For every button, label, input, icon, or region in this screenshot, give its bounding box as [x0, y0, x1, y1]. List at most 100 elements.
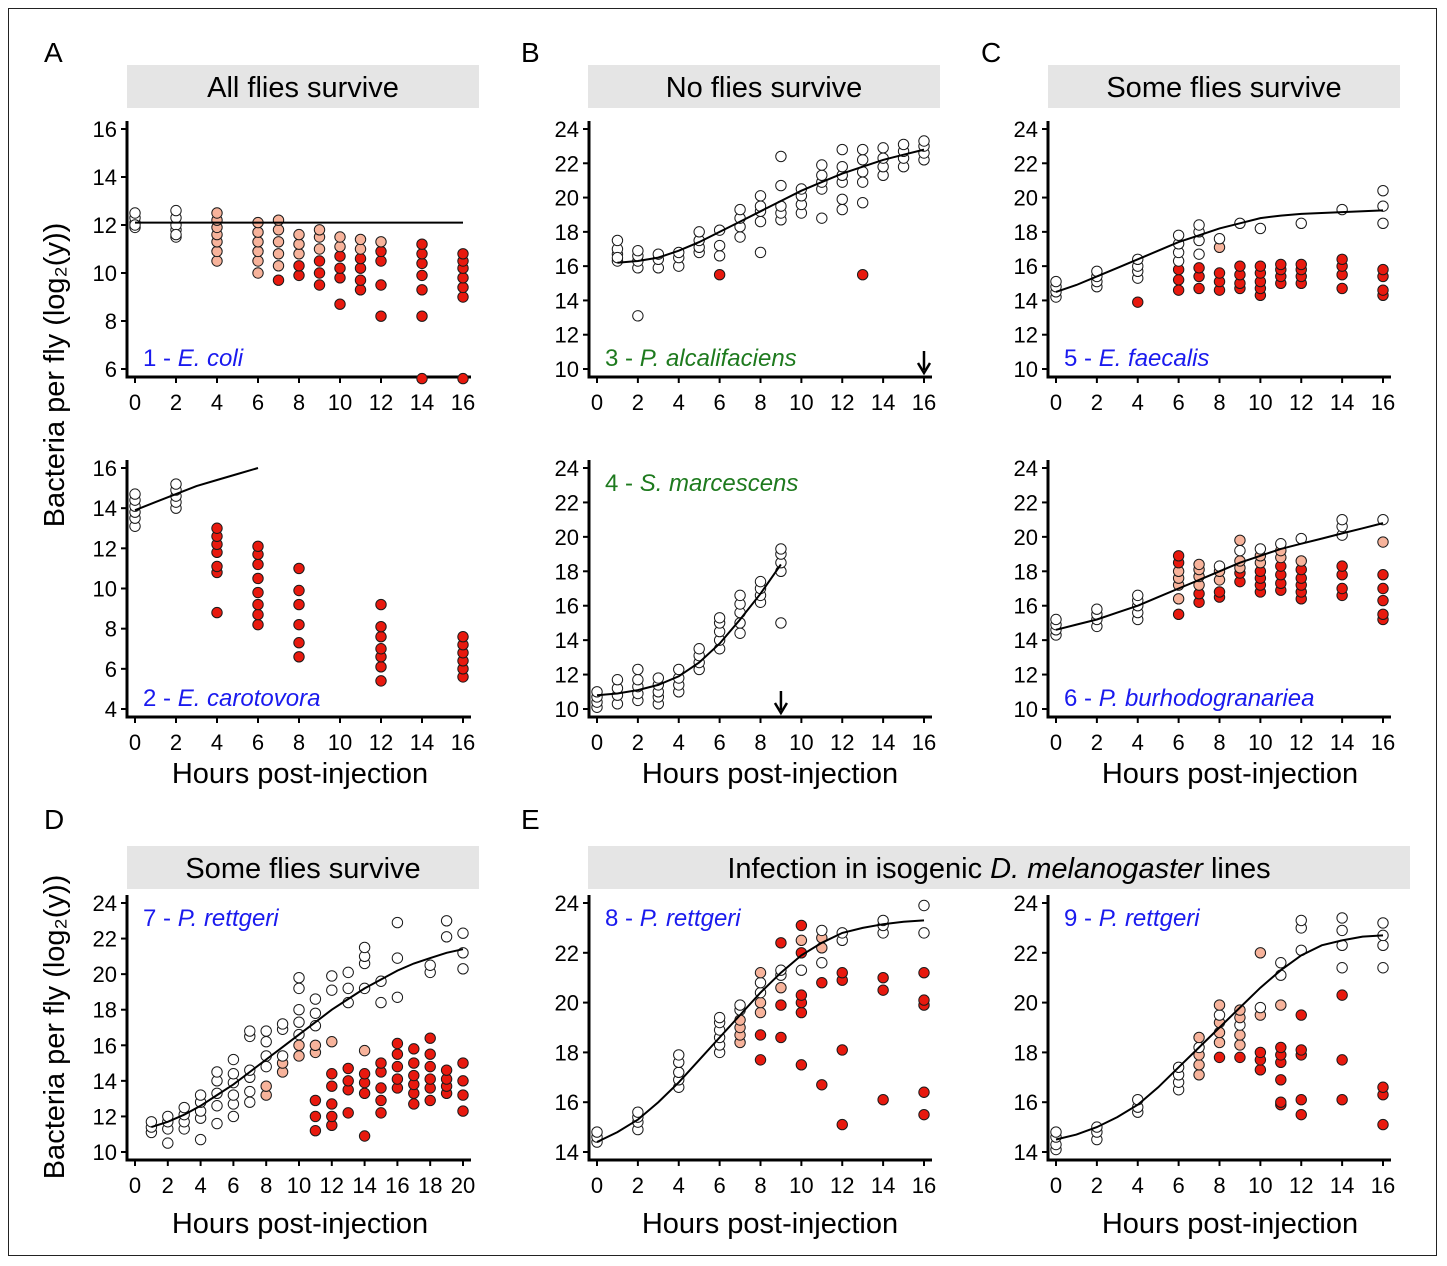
data-point [260, 1036, 272, 1048]
y-tick-label: 24 [93, 891, 117, 916]
data-point [918, 1086, 930, 1098]
data-point [293, 1050, 305, 1062]
x-tick-label: 16 [451, 390, 475, 415]
species-label: 2 - E. carotovora [143, 685, 320, 712]
x-tick-label: 0 [129, 390, 141, 415]
data-point [211, 560, 223, 573]
data-point [334, 231, 346, 243]
data-point [272, 214, 285, 226]
data-point [918, 994, 930, 1006]
data-point [1336, 1094, 1348, 1106]
x-axis-title: Hours post-injection [1102, 1208, 1358, 1240]
x-tick-label: 2 [170, 390, 182, 415]
data-point [754, 1029, 767, 1041]
data-point [457, 963, 469, 975]
data-point [424, 1060, 436, 1073]
data-point [1132, 589, 1144, 602]
panel-letter-C: C [981, 37, 1001, 68]
x-tick-label: 16 [912, 730, 936, 755]
data-point [457, 281, 469, 294]
data-point [918, 927, 930, 939]
data-point [375, 598, 387, 611]
data-point [1193, 248, 1205, 260]
x-tick-label: 16 [451, 730, 475, 755]
y-tick-label: 16 [93, 117, 117, 142]
data-point [334, 262, 346, 274]
data-point [693, 643, 705, 655]
data-point [194, 1089, 207, 1101]
strip-header [1048, 65, 1400, 108]
y-tick-label: 16 [555, 594, 579, 619]
y-tick-label: 12 [1014, 323, 1038, 348]
data-point [713, 612, 726, 624]
data-point [272, 236, 285, 248]
data-point [416, 284, 428, 296]
data-point [457, 272, 469, 284]
data-point [1254, 1001, 1267, 1014]
data-point [354, 233, 367, 246]
data-point [877, 984, 889, 996]
y-tick-label: 8 [105, 617, 117, 642]
data-point [836, 1044, 848, 1056]
strip-title: Some flies survive [1106, 72, 1341, 104]
data-point [391, 1037, 404, 1050]
data-point [1336, 253, 1348, 265]
data-point [1377, 962, 1389, 974]
y-tick-label: 14 [1014, 288, 1038, 313]
data-point [334, 240, 346, 253]
data-point [227, 1053, 240, 1066]
data-point [836, 1118, 848, 1131]
data-point [816, 1079, 828, 1091]
data-point [293, 637, 305, 649]
data-point [1132, 296, 1144, 308]
data-point [342, 982, 354, 995]
x-tick-label: 2 [632, 730, 644, 755]
data-point [1050, 613, 1062, 626]
x-tick-label: 14 [410, 730, 434, 755]
y-tick-label: 16 [555, 254, 579, 279]
data-point [1336, 924, 1348, 937]
data-point [391, 1048, 404, 1060]
data-point [1132, 1094, 1144, 1106]
data-point [734, 203, 746, 216]
x-tick-label: 16 [912, 1173, 936, 1198]
panel-letter-E: E [521, 804, 540, 835]
y-tick-label: 14 [93, 496, 117, 521]
x-tick-label: 2 [170, 730, 182, 755]
x-tick-label: 6 [714, 390, 726, 415]
x-tick-label: 16 [1371, 730, 1395, 755]
x-tick-label: 10 [1248, 390, 1272, 415]
data-point [1336, 513, 1348, 526]
species-label: 3 - P. alcalifaciens [605, 345, 797, 372]
data-point [416, 310, 428, 322]
data-point [391, 1073, 404, 1085]
data-point [375, 631, 387, 643]
x-tick-label: 6 [1173, 730, 1185, 755]
y-tick-label: 16 [1014, 594, 1038, 619]
x-tick-label: 10 [1248, 730, 1272, 755]
fit-curve [596, 919, 925, 1143]
data-point [293, 584, 305, 597]
data-point [375, 675, 387, 687]
y-tick-label: 12 [1014, 663, 1038, 688]
x-tick-label: 6 [1173, 390, 1185, 415]
data-point [293, 248, 305, 260]
x-tick-label: 4 [211, 730, 223, 755]
data-point [1213, 267, 1226, 279]
data-point [734, 627, 746, 639]
data-point [1377, 284, 1389, 296]
data-point [632, 245, 644, 257]
data-point [1295, 555, 1307, 567]
y-tick-label: 24 [1014, 456, 1038, 481]
data-point [1336, 989, 1348, 1001]
data-point [918, 1108, 930, 1121]
data-point [293, 238, 305, 250]
y-tick-label: 6 [105, 657, 117, 682]
y-tick-label: 20 [555, 525, 579, 550]
data-point [309, 1110, 322, 1123]
y-tick-label: 24 [555, 456, 579, 481]
data-point [293, 228, 305, 241]
y-tick-label: 16 [93, 456, 117, 481]
strip-header [127, 846, 479, 889]
